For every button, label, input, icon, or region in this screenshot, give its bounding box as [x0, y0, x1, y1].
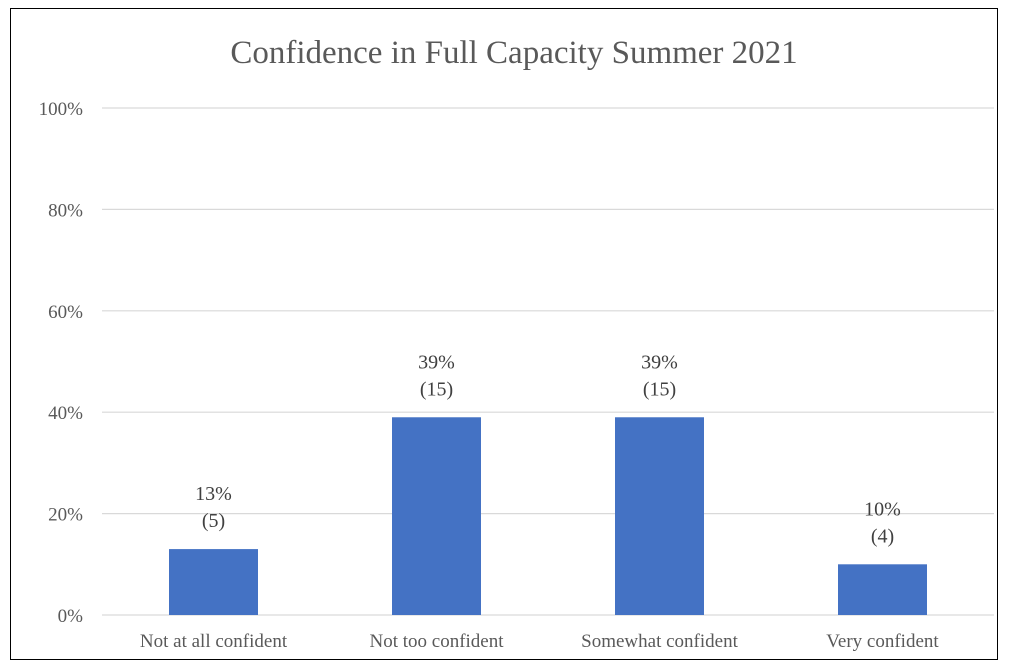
data-label-percent: 13% [195, 483, 232, 505]
data-label-count: (5) [202, 510, 225, 532]
x-category-label: Very confident [826, 631, 939, 652]
bars [169, 417, 927, 615]
data-labels: 13% (5) 39% (15) 39% (15) 10% (4) [195, 351, 901, 547]
x-category-label: Somewhat confident [581, 631, 738, 652]
x-category-label: Not too confident [369, 631, 504, 652]
data-label-count: (15) [643, 378, 676, 400]
bar [169, 549, 258, 615]
y-tick-label: 100% [39, 99, 84, 120]
x-axis-categories: Not at all confident Not too confident Som… [140, 631, 940, 652]
bar [838, 564, 927, 615]
y-tick-label: 40% [48, 403, 83, 424]
gridlines [102, 107, 994, 616]
y-tick-label: 60% [48, 302, 83, 323]
bar [392, 417, 481, 615]
chart-title: Confidence in Full Capacity Summer 2021 [230, 35, 797, 71]
bar [615, 417, 704, 615]
y-axis-ticks: 0% 20% 40% 60% 80% 100% [39, 99, 84, 627]
y-tick-label: 80% [48, 200, 83, 221]
data-label-percent: 39% [641, 351, 678, 373]
x-category-label: Not at all confident [140, 631, 288, 652]
y-tick-label: 20% [48, 505, 83, 526]
data-label-count: (15) [420, 378, 453, 400]
data-label-count: (4) [871, 525, 894, 547]
data-label-percent: 39% [418, 351, 455, 373]
data-label-percent: 10% [864, 498, 901, 520]
y-tick-label: 0% [58, 606, 84, 627]
